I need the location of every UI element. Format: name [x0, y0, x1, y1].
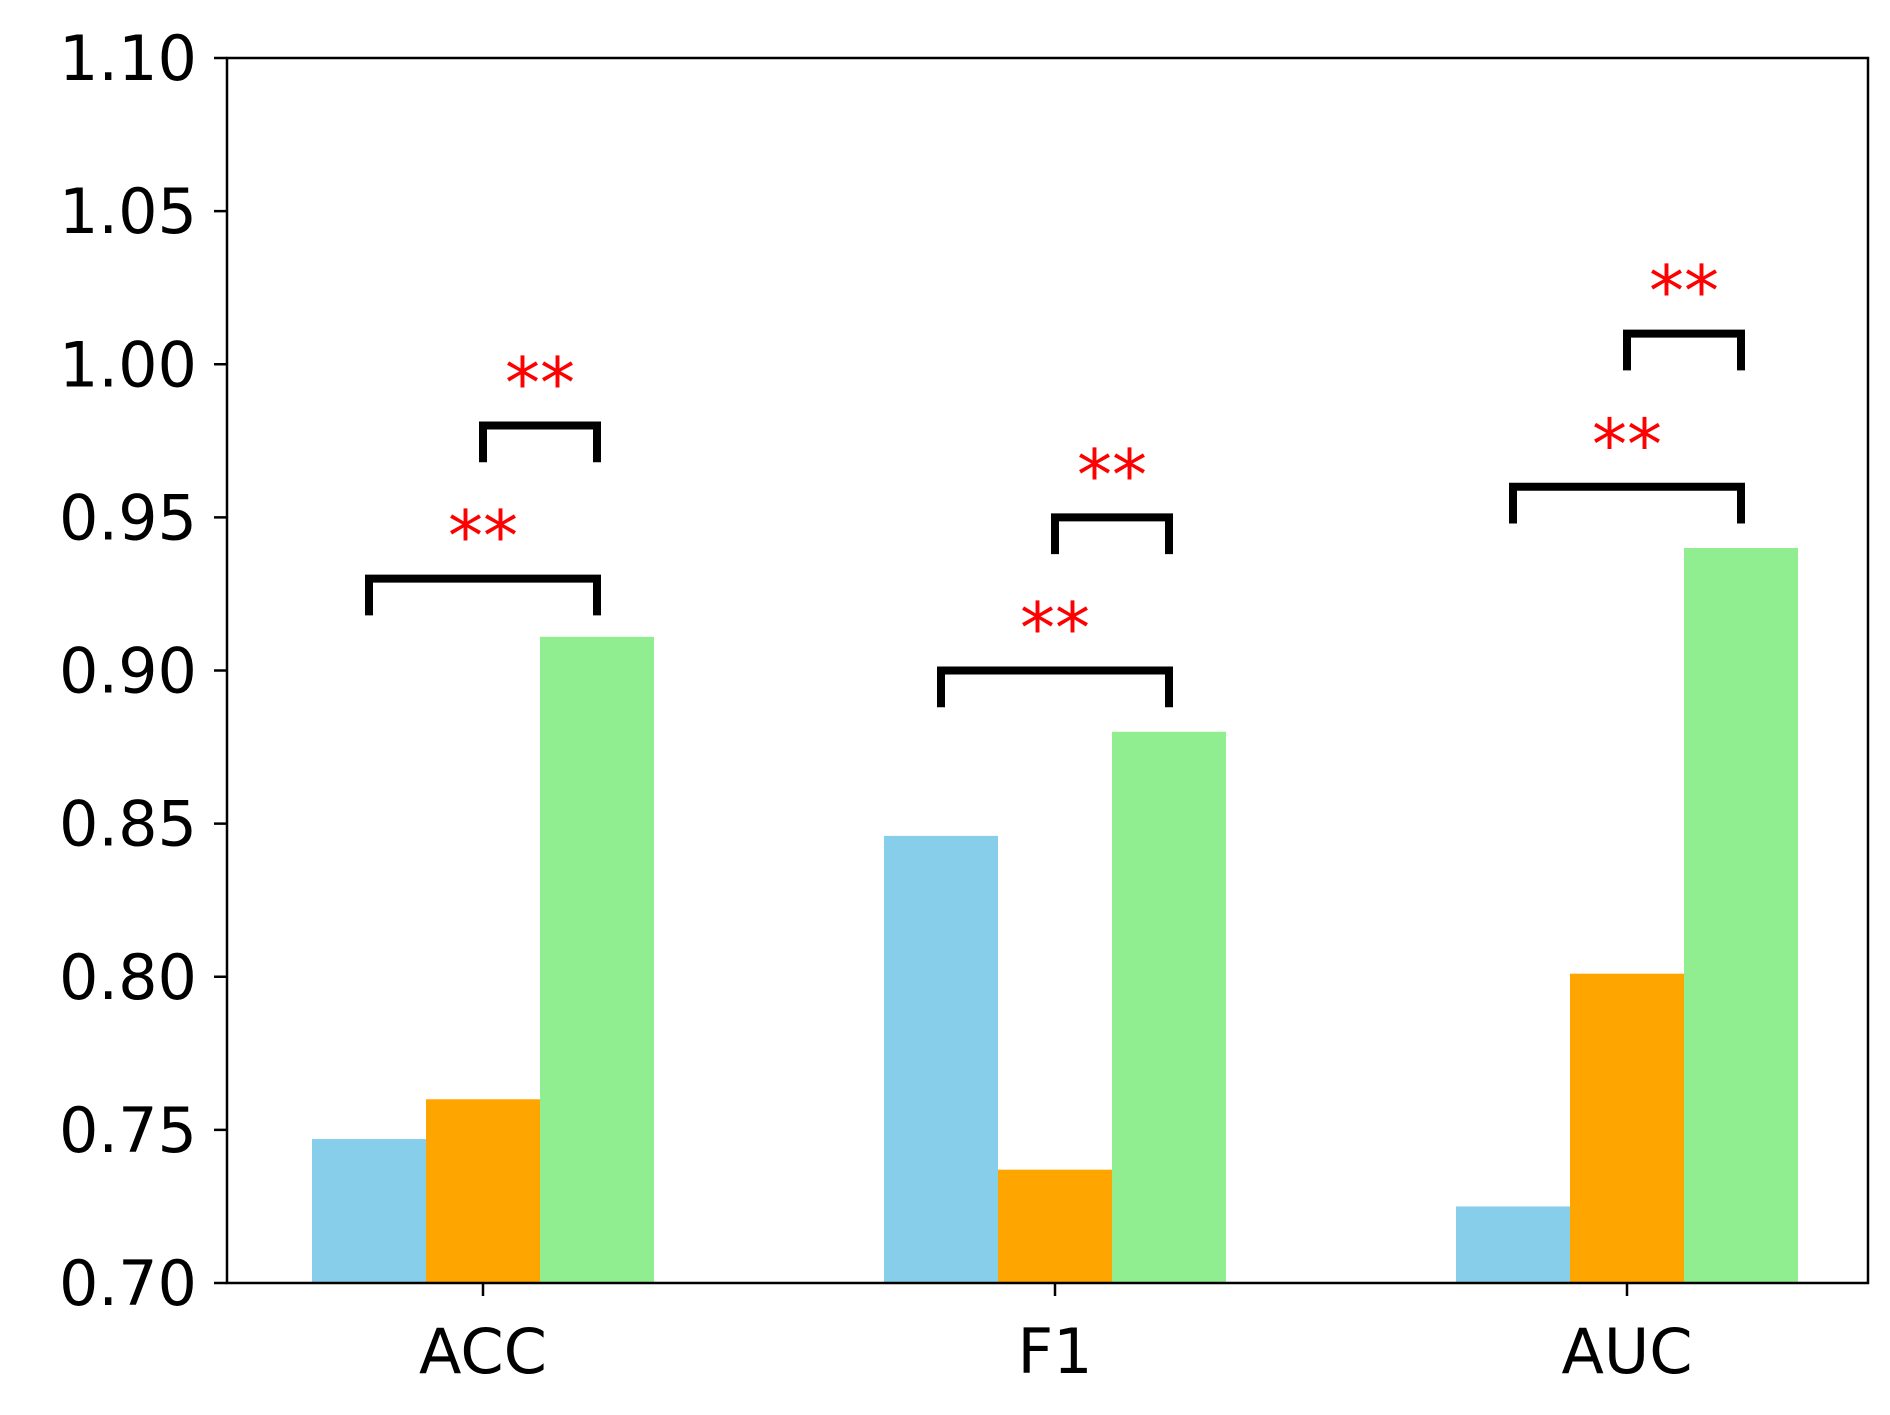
significance-bracket [1509, 482, 1745, 524]
significance-label: ** [1020, 588, 1090, 670]
significance-label: ** [505, 343, 575, 425]
x-tick-label: AUC [1561, 1315, 1692, 1388]
bar-auc-series-1 [1456, 1206, 1570, 1283]
significance-bracket [365, 574, 601, 616]
bar-f1-series-3 [1112, 731, 1226, 1283]
y-tick-label: 1.00 [59, 328, 197, 401]
y-tick-label: 0.95 [59, 481, 197, 554]
significance-bracket [937, 666, 1173, 708]
significance-bracket [1051, 513, 1173, 555]
x-tick-label: ACC [419, 1315, 547, 1388]
bar-auc-series-2 [1570, 973, 1684, 1283]
significance-label: ** [1592, 404, 1662, 486]
y-tick-label: 0.90 [59, 635, 197, 708]
bar-acc-series-3 [540, 636, 654, 1283]
bar-acc-series-1 [312, 1139, 426, 1283]
y-tick-label: 1.10 [59, 22, 197, 95]
y-tick-label: 0.80 [59, 941, 197, 1014]
x-tick-label: F1 [1017, 1315, 1092, 1388]
y-tick-label: 0.85 [59, 788, 197, 861]
significance-bracket [1623, 329, 1745, 371]
bar-f1-series-2 [998, 1169, 1112, 1283]
bars-layer [312, 548, 1798, 1283]
y-tick-label: 0.70 [59, 1247, 197, 1320]
significance-bracket [479, 421, 601, 463]
significance-label: ** [1649, 251, 1719, 333]
y-tick-label: 0.75 [59, 1094, 197, 1167]
bar-acc-series-2 [426, 1099, 540, 1283]
significance-label: ** [1077, 434, 1147, 516]
x-axis: ACC F1 AUC [419, 1283, 1693, 1388]
y-tick-label: 1.05 [59, 175, 197, 248]
y-axis: 0.70 0.75 0.80 0.85 0.90 0.95 1.00 1.05 1.10 [59, 22, 227, 1320]
bar-auc-series-3 [1684, 548, 1798, 1283]
bar-f1-series-1 [884, 835, 998, 1283]
significance-layer: ** ** ** ** ** ** [365, 251, 1745, 708]
significance-label: ** [448, 496, 518, 578]
